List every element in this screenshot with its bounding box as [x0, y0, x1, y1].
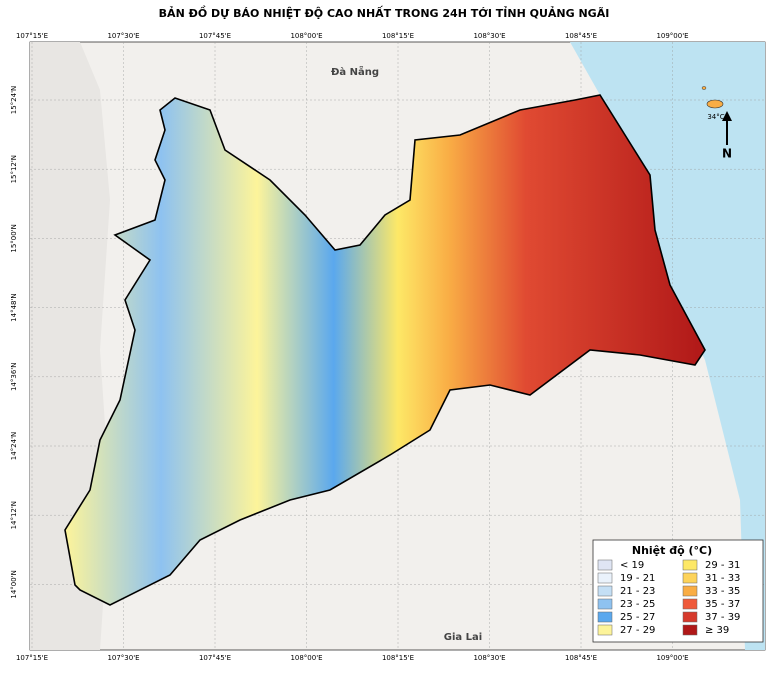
lon-label: 107°15'E — [16, 654, 48, 662]
lon-label: 109°00'E — [656, 32, 688, 40]
lon-label: 107°45'E — [199, 654, 231, 662]
legend-swatch — [682, 585, 698, 597]
lon-label: 108°00'E — [290, 32, 322, 40]
legend-label: 31 - 33 — [705, 573, 740, 584]
sea — [560, 42, 765, 650]
north-arrow-head — [722, 111, 732, 121]
lon-label: 108°45'E — [565, 32, 597, 40]
legend-swatch — [682, 572, 698, 584]
lat-label: 14°00'N — [10, 570, 18, 598]
legend-swatch — [597, 611, 613, 623]
legend-label: 21 - 23 — [620, 586, 655, 597]
legend-swatch — [597, 572, 613, 584]
legend: Nhiệt độ (°C) < 19 19 - 21 21 - 23 23 - 25 2… — [592, 539, 764, 643]
lon-label: 109°00'E — [656, 654, 688, 662]
province — [64, 94, 706, 606]
lon-label: 108°45'E — [565, 654, 597, 662]
lon-label: 107°15'E — [16, 32, 48, 40]
legend-title: Nhiệt độ (°C) — [632, 544, 712, 557]
legend-swatch — [597, 624, 613, 636]
north-label: N — [722, 147, 732, 161]
legend-swatch — [682, 559, 698, 571]
lon-label: 107°45'E — [199, 32, 231, 40]
legend-box — [592, 539, 764, 643]
lat-label: 14°48'N — [10, 293, 18, 321]
lon-label: 107°30'E — [107, 32, 139, 40]
map-title: BẢN ĐỒ DỰ BÁO NHIỆT ĐỘ CAO NHẤT TRONG 24… — [159, 5, 610, 20]
island-label: 34°C — [707, 113, 724, 121]
lon-label: 108°30'E — [473, 32, 505, 40]
legend-label: 19 - 21 — [620, 573, 655, 584]
islet — [701, 86, 707, 90]
legend-label: 33 - 35 — [705, 586, 740, 597]
legend-swatch — [597, 598, 613, 610]
lon-label: 108°00'E — [290, 654, 322, 662]
lon-label: 108°15'E — [382, 32, 414, 40]
place-label: Gia Lai — [444, 632, 482, 643]
legend-swatch — [682, 598, 698, 610]
lat-label: 15°12'N — [10, 155, 18, 183]
lon-label: 108°15'E — [382, 654, 414, 662]
legend-swatch — [597, 559, 613, 571]
legend-label: 29 - 31 — [705, 560, 740, 571]
island — [706, 99, 724, 109]
legend-label: ≥ 39 — [705, 625, 729, 636]
lon-label: 108°30'E — [473, 654, 505, 662]
lat-label: 14°36'N — [10, 363, 18, 391]
legend-label: 37 - 39 — [705, 612, 740, 623]
lat-label: 14°24'N — [10, 432, 18, 460]
lat-label: 15°00'N — [10, 224, 18, 252]
legend-label: 23 - 25 — [620, 599, 655, 610]
lat-label: 14°12'N — [10, 501, 18, 529]
lon-label: 107°30'E — [107, 654, 139, 662]
legend-swatch — [682, 624, 698, 636]
legend-label: 27 - 29 — [620, 625, 655, 636]
legend-label: 25 - 27 — [620, 612, 655, 623]
legend-swatch — [597, 585, 613, 597]
place-label: Đà Nẵng — [331, 65, 379, 78]
legend-label: 35 - 37 — [705, 599, 740, 610]
lat-label: 15°24'N — [10, 86, 18, 114]
legend-label: < 19 — [620, 560, 644, 571]
legend-swatch — [682, 611, 698, 623]
